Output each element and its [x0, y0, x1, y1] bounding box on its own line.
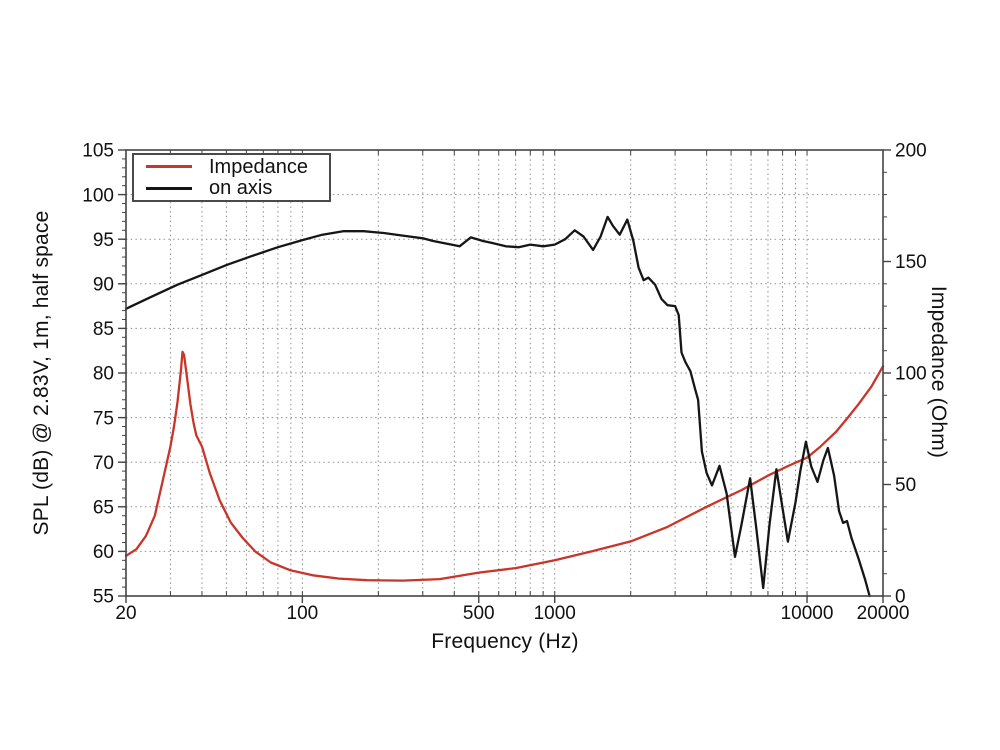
x-tick-label: 10000	[781, 603, 834, 624]
right-tick-label: 150	[895, 252, 927, 273]
left-tick-label: 60	[93, 542, 114, 563]
legend-label-on-axis: on axis	[209, 177, 273, 200]
left-tick-label: 70	[93, 453, 114, 474]
x-tick-label: 20000	[857, 603, 910, 624]
legend-label-impedance: Impedance	[209, 155, 308, 178]
x-tick-label: 1000	[534, 603, 576, 624]
impedance-curve	[124, 350, 885, 582]
on-axis-curve	[124, 215, 871, 598]
left-tick-label: 80	[93, 364, 114, 385]
right-axis-title: Impedance (Ohm)	[927, 285, 950, 459]
on-axis-line-swatch	[146, 186, 192, 190]
x-axis-title: Frequency (Hz)	[431, 630, 579, 653]
x-tick-label: 100	[287, 603, 319, 624]
left-tick-label: 55	[93, 587, 114, 608]
x-tick-label: 20	[115, 603, 136, 624]
left-tick-label: 95	[93, 230, 114, 251]
left-tick-label: 65	[93, 497, 114, 518]
legend-item-on-axis: on axis	[146, 178, 329, 198]
x-tick-label: 500	[463, 603, 495, 624]
right-tick-label: 50	[895, 475, 916, 496]
left-tick-label: 105	[82, 141, 114, 162]
right-tick-label: 0	[895, 587, 906, 608]
legend: Impedance on axis	[132, 153, 331, 202]
impedance-line-swatch	[146, 165, 192, 169]
left-tick-label: 90	[93, 274, 114, 295]
right-tick-label: 100	[895, 364, 927, 385]
left-axis-title: SPL (dB) @ 2.83V, 1m, half space	[30, 210, 53, 536]
left-tick-label: 75	[93, 408, 114, 429]
legend-item-impedance: Impedance	[146, 157, 329, 177]
right-tick-label: 200	[895, 141, 927, 162]
left-tick-label: 85	[93, 319, 114, 340]
left-tick-label: 100	[82, 185, 114, 206]
